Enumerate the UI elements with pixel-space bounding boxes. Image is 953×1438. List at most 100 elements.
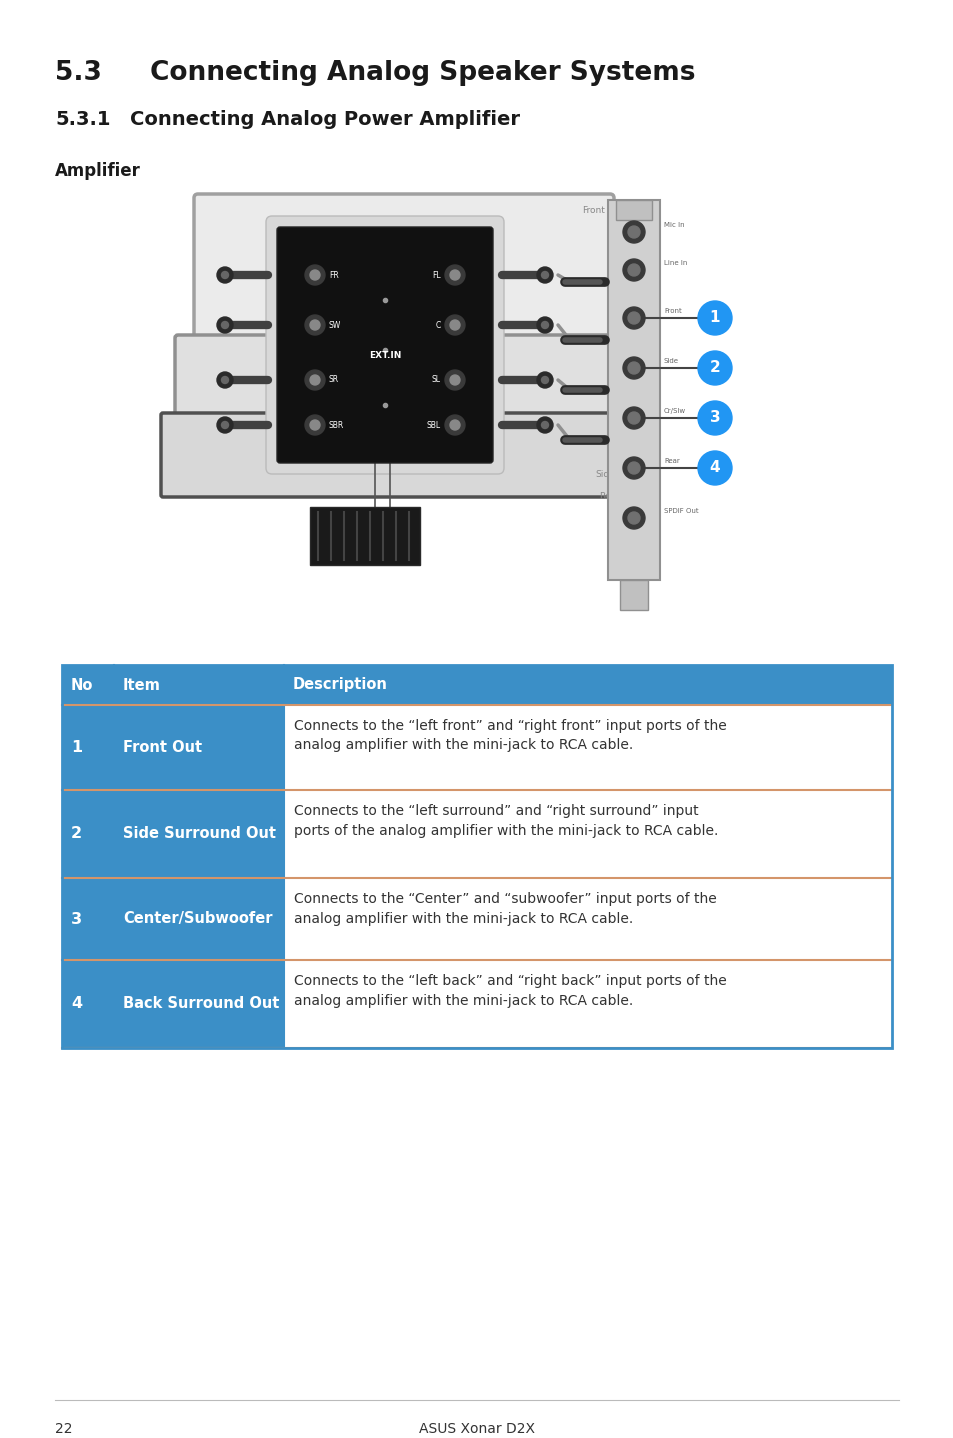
Text: Connecting Analog Speaker Systems: Connecting Analog Speaker Systems <box>150 60 695 86</box>
Text: Side: Side <box>663 358 679 364</box>
Text: SR: SR <box>329 375 338 384</box>
Circle shape <box>216 267 233 283</box>
Text: 1: 1 <box>709 311 720 325</box>
Text: Center/Subwoofer: Center/Subwoofer <box>123 912 273 926</box>
FancyBboxPatch shape <box>62 961 284 1048</box>
Text: 2: 2 <box>71 827 82 841</box>
Circle shape <box>541 377 548 384</box>
FancyBboxPatch shape <box>284 705 891 789</box>
Text: EXT.IN: EXT.IN <box>369 351 401 360</box>
Circle shape <box>450 375 459 385</box>
FancyBboxPatch shape <box>619 580 647 610</box>
Text: Connects to the “left front” and “right front” input ports of the
analog amplifi: Connects to the “left front” and “right … <box>294 719 726 752</box>
Text: Connects to the “left back” and “right back” input ports of the
analog amplifier: Connects to the “left back” and “right b… <box>294 974 726 1008</box>
Circle shape <box>216 316 233 334</box>
Text: Connecting Analog Power Amplifier: Connecting Analog Power Amplifier <box>130 109 519 129</box>
Text: Side Surround Out: Side Surround Out <box>123 827 275 841</box>
Circle shape <box>221 377 229 384</box>
Circle shape <box>541 322 548 328</box>
Text: Line In: Line In <box>663 260 687 266</box>
Text: 3: 3 <box>71 912 82 926</box>
Circle shape <box>216 417 233 433</box>
Circle shape <box>450 270 459 280</box>
Circle shape <box>221 272 229 279</box>
Circle shape <box>698 452 731 485</box>
Text: No: No <box>71 677 93 693</box>
Circle shape <box>622 221 644 243</box>
Circle shape <box>310 321 319 329</box>
Text: SPDIF Out: SPDIF Out <box>663 508 698 513</box>
Text: Front Out: Front Out <box>123 741 202 755</box>
Circle shape <box>627 362 639 374</box>
Circle shape <box>444 265 464 285</box>
Text: 4: 4 <box>709 460 720 476</box>
Circle shape <box>627 265 639 276</box>
Circle shape <box>444 370 464 390</box>
Circle shape <box>305 265 325 285</box>
Text: Cr/Slw: Cr/Slw <box>624 220 651 229</box>
FancyBboxPatch shape <box>607 200 659 580</box>
Circle shape <box>541 272 548 279</box>
Circle shape <box>627 226 639 239</box>
Circle shape <box>622 306 644 329</box>
FancyBboxPatch shape <box>193 194 614 434</box>
Text: Front: Front <box>663 308 681 313</box>
Text: FL: FL <box>432 270 440 279</box>
Circle shape <box>537 417 553 433</box>
Text: Back Surround Out: Back Surround Out <box>123 997 279 1011</box>
Circle shape <box>622 457 644 479</box>
Text: Connects to the “Center” and “subwoofer” input ports of the
analog amplifier wit: Connects to the “Center” and “subwoofer”… <box>294 892 716 926</box>
Text: ASUS Xonar D2X: ASUS Xonar D2X <box>418 1422 535 1437</box>
Circle shape <box>450 321 459 329</box>
Text: Rear: Rear <box>663 457 679 464</box>
FancyBboxPatch shape <box>310 508 419 565</box>
Circle shape <box>627 413 639 424</box>
Text: Xonar: Xonar <box>620 603 647 611</box>
Circle shape <box>444 416 464 436</box>
Text: C: C <box>436 321 440 329</box>
FancyBboxPatch shape <box>284 789 891 879</box>
Text: SL: SL <box>432 375 440 384</box>
FancyBboxPatch shape <box>62 705 284 789</box>
Text: Front: Front <box>581 206 604 216</box>
Circle shape <box>221 322 229 328</box>
Circle shape <box>622 259 644 280</box>
Text: Item: Item <box>123 677 161 693</box>
Text: 2: 2 <box>709 361 720 375</box>
Circle shape <box>310 270 319 280</box>
Circle shape <box>698 401 731 436</box>
Text: SW: SW <box>329 321 341 329</box>
Text: Amplifier: Amplifier <box>55 162 141 180</box>
Text: Side: Side <box>595 470 615 479</box>
Circle shape <box>537 316 553 334</box>
Circle shape <box>698 351 731 385</box>
FancyBboxPatch shape <box>616 200 651 220</box>
Circle shape <box>221 421 229 429</box>
FancyBboxPatch shape <box>284 961 891 1048</box>
Text: SBL: SBL <box>426 420 440 430</box>
Text: Connects to the “left surround” and “right surround” input
ports of the analog a: Connects to the “left surround” and “rig… <box>294 804 718 837</box>
Circle shape <box>627 462 639 475</box>
Text: 5.3: 5.3 <box>55 60 102 86</box>
Circle shape <box>305 416 325 436</box>
Circle shape <box>541 421 548 429</box>
Circle shape <box>537 267 553 283</box>
Text: 1: 1 <box>71 741 82 755</box>
FancyBboxPatch shape <box>62 664 891 705</box>
FancyBboxPatch shape <box>284 879 891 961</box>
Text: 3: 3 <box>709 410 720 426</box>
Circle shape <box>305 370 325 390</box>
Circle shape <box>537 372 553 388</box>
FancyBboxPatch shape <box>276 227 493 463</box>
FancyBboxPatch shape <box>62 789 284 879</box>
Circle shape <box>622 508 644 529</box>
FancyBboxPatch shape <box>174 335 622 477</box>
Circle shape <box>622 357 644 380</box>
FancyBboxPatch shape <box>62 879 284 961</box>
Text: Mic In: Mic In <box>663 221 684 229</box>
Circle shape <box>622 407 644 429</box>
Text: 5.3.1: 5.3.1 <box>55 109 111 129</box>
Circle shape <box>450 420 459 430</box>
Circle shape <box>310 420 319 430</box>
Text: Rear: Rear <box>598 492 619 500</box>
